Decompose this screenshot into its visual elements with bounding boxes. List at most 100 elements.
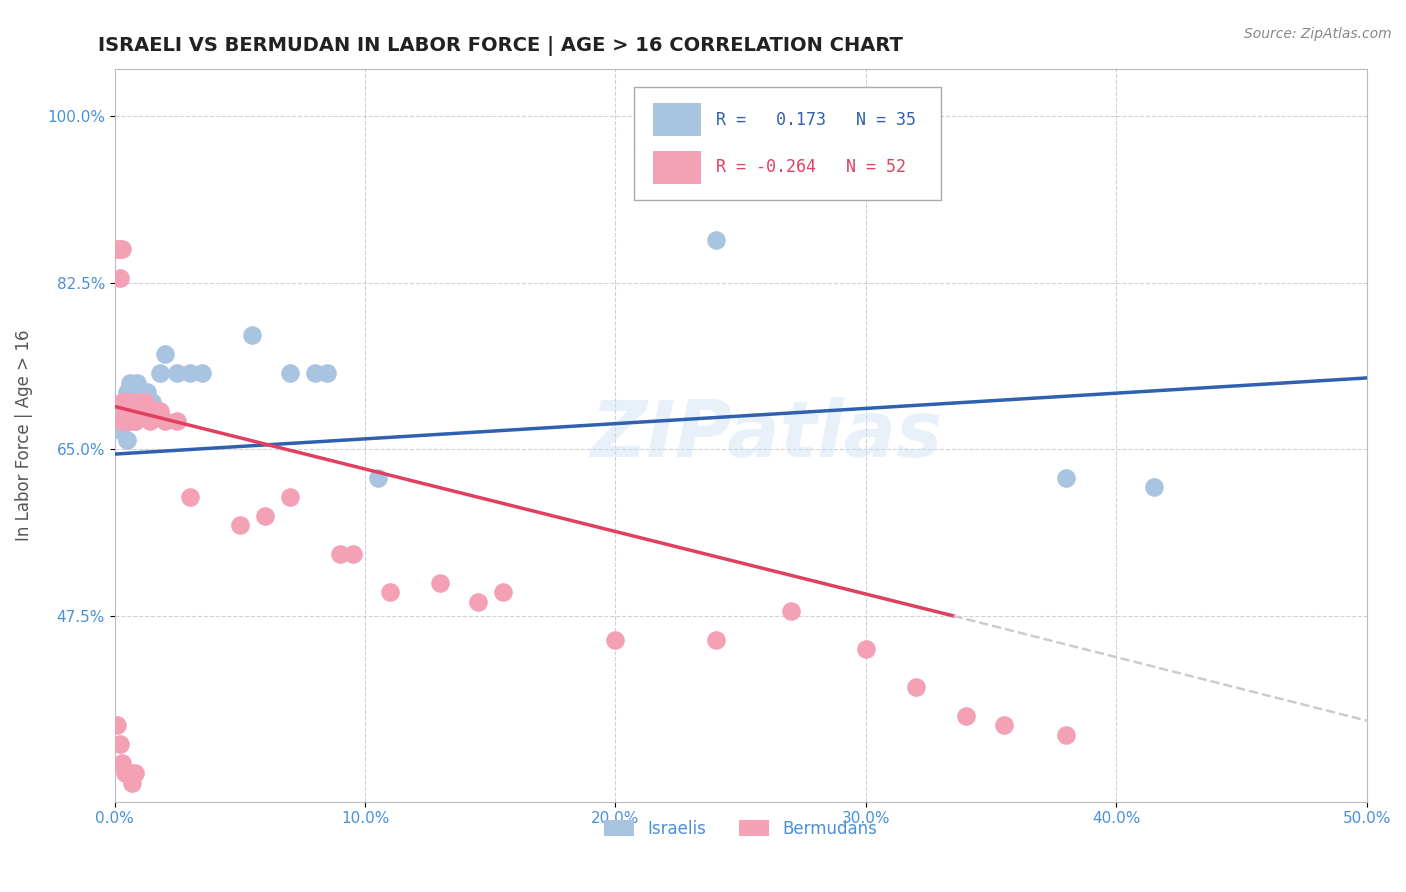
Point xyxy=(115,433,138,447)
Point xyxy=(108,243,131,257)
Point xyxy=(115,385,138,400)
Point xyxy=(118,394,141,409)
Y-axis label: In Labor Force | Age > 16: In Labor Force | Age > 16 xyxy=(15,329,32,541)
Point xyxy=(121,394,143,409)
Point xyxy=(124,394,146,409)
Point xyxy=(114,394,136,409)
Point xyxy=(128,404,150,418)
Point xyxy=(115,394,138,409)
Point xyxy=(240,328,263,343)
Point xyxy=(153,347,176,361)
Point xyxy=(114,404,136,418)
Point xyxy=(108,738,131,752)
Point xyxy=(993,718,1015,732)
Point xyxy=(111,414,134,428)
Point xyxy=(253,508,276,523)
Point xyxy=(118,766,141,780)
Point xyxy=(128,404,150,418)
Point xyxy=(127,376,149,390)
FancyBboxPatch shape xyxy=(652,151,700,184)
Point xyxy=(115,394,138,409)
FancyBboxPatch shape xyxy=(652,103,700,136)
Text: R = -0.264   N = 52: R = -0.264 N = 52 xyxy=(716,159,905,177)
Point xyxy=(605,632,627,647)
Point xyxy=(127,404,149,418)
Point xyxy=(429,575,451,590)
Point xyxy=(1054,728,1077,742)
Point xyxy=(704,233,727,247)
Point xyxy=(779,604,801,618)
Point xyxy=(118,376,141,390)
Text: R =   0.173   N = 35: R = 0.173 N = 35 xyxy=(716,111,915,128)
Point xyxy=(121,404,143,418)
Point xyxy=(191,366,214,380)
Point xyxy=(127,385,149,400)
Point xyxy=(128,394,150,409)
Point xyxy=(108,271,131,285)
Point xyxy=(114,766,136,780)
Point xyxy=(278,366,301,380)
Point xyxy=(278,490,301,504)
Point xyxy=(229,518,252,533)
Point xyxy=(121,385,143,400)
Text: Source: ZipAtlas.com: Source: ZipAtlas.com xyxy=(1244,27,1392,41)
Point xyxy=(143,404,166,418)
Point xyxy=(342,547,364,561)
Point xyxy=(124,766,146,780)
Point xyxy=(141,404,163,418)
Point xyxy=(329,547,352,561)
Point xyxy=(115,404,138,418)
Point xyxy=(108,423,131,437)
Point xyxy=(128,394,150,409)
Point xyxy=(134,394,156,409)
Point xyxy=(378,585,401,599)
Point xyxy=(955,709,977,723)
Point xyxy=(114,414,136,428)
Point xyxy=(118,394,141,409)
Point xyxy=(149,404,172,418)
Point xyxy=(855,642,877,657)
Point xyxy=(118,404,141,418)
Point xyxy=(105,243,128,257)
Point xyxy=(114,404,136,418)
Text: ISRAELI VS BERMUDAN IN LABOR FORCE | AGE > 16 CORRELATION CHART: ISRAELI VS BERMUDAN IN LABOR FORCE | AGE… xyxy=(98,36,903,55)
Point xyxy=(105,718,128,732)
Point xyxy=(114,414,136,428)
Point xyxy=(149,366,172,380)
Point xyxy=(111,756,134,771)
Text: ZIPatlas: ZIPatlas xyxy=(589,397,942,473)
Point xyxy=(166,414,188,428)
Point xyxy=(492,585,515,599)
Point xyxy=(128,404,150,418)
Point xyxy=(1143,480,1166,494)
Point xyxy=(118,414,141,428)
Point xyxy=(136,385,159,400)
Point xyxy=(304,366,326,380)
Point xyxy=(121,394,143,409)
Point xyxy=(111,414,134,428)
Point xyxy=(138,414,160,428)
Point xyxy=(153,414,176,428)
Point xyxy=(134,394,156,409)
Point xyxy=(179,490,201,504)
Point xyxy=(124,404,146,418)
Point xyxy=(131,394,153,409)
Point xyxy=(166,366,188,380)
Point xyxy=(704,632,727,647)
Legend: Israelis, Bermudans: Israelis, Bermudans xyxy=(598,814,884,845)
Point xyxy=(316,366,339,380)
Point xyxy=(367,471,389,485)
Point xyxy=(114,394,136,409)
Point xyxy=(141,394,163,409)
Point xyxy=(138,394,160,409)
Point xyxy=(115,414,138,428)
Point xyxy=(131,385,153,400)
FancyBboxPatch shape xyxy=(634,87,941,201)
Point xyxy=(114,394,136,409)
Point xyxy=(905,681,928,695)
Point xyxy=(115,766,138,780)
Point xyxy=(1054,471,1077,485)
Point xyxy=(179,366,201,380)
Point xyxy=(124,414,146,428)
Point xyxy=(121,775,143,789)
